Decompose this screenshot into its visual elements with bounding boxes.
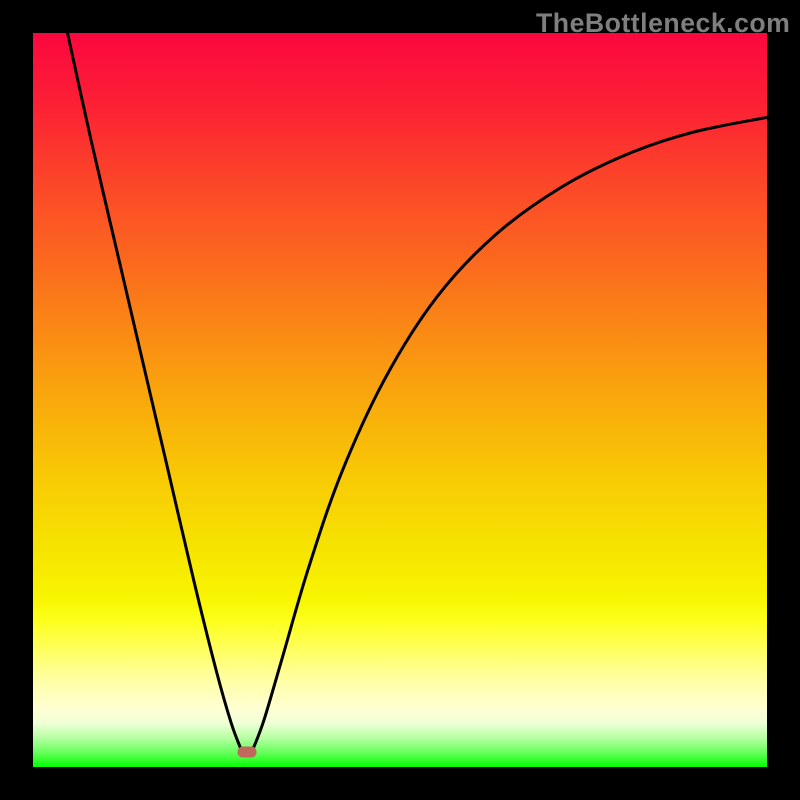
balance-point-marker: [237, 747, 256, 758]
watermark-text: TheBottleneck.com: [536, 8, 790, 39]
chart-plot-area: [33, 33, 767, 767]
curve-right-branch: [253, 117, 767, 748]
bottleneck-curve: [33, 33, 767, 767]
curve-left-branch: [67, 33, 240, 749]
